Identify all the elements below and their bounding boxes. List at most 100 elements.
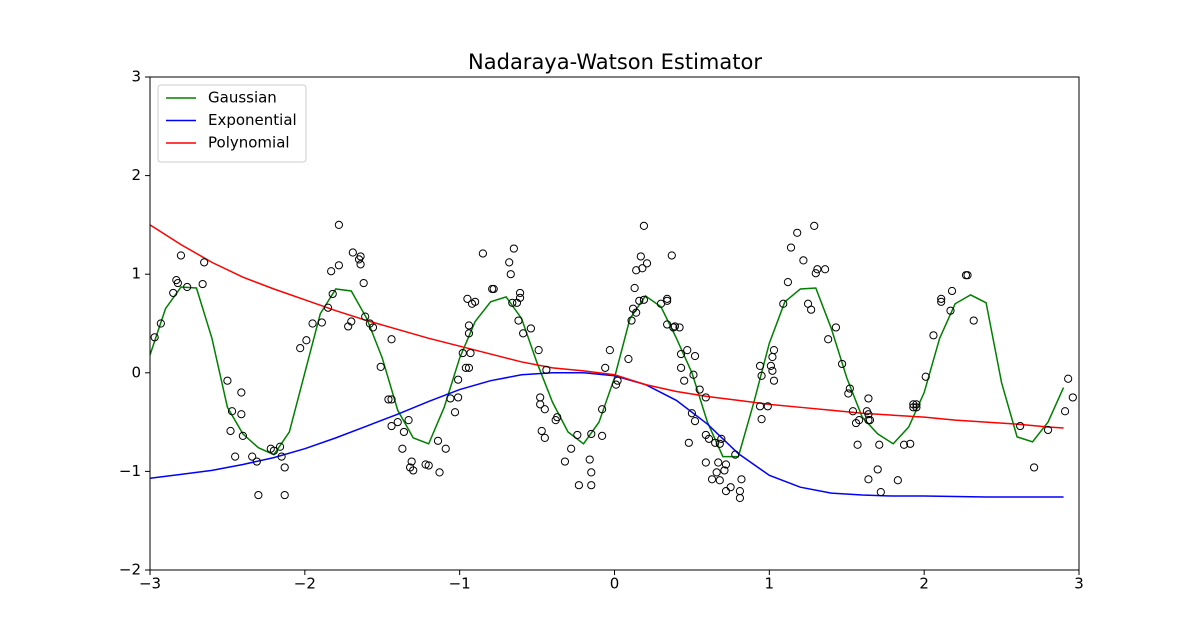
scatter-point [893, 476, 902, 485]
scatter-point [1068, 393, 1077, 402]
scatter-point [471, 297, 480, 306]
scatter-point [721, 460, 731, 469]
scatter-point [963, 271, 972, 280]
chart-title: Nadaraya-Watson Estimator [468, 50, 762, 74]
scatter-point [478, 249, 487, 258]
scatter-point [811, 269, 820, 278]
y-tick-label: 0 [131, 363, 141, 381]
scatter-point [450, 408, 460, 417]
scatter-point [929, 331, 938, 340]
scatter-point [755, 361, 765, 370]
scatter-point [864, 475, 873, 484]
scatter-point [639, 221, 649, 230]
scatter-point [302, 336, 311, 345]
scatter-point [461, 363, 470, 372]
scatter-point [515, 288, 525, 298]
scatter-point [156, 319, 165, 328]
scatter-point [946, 306, 955, 315]
legend-label: Polynomial [208, 134, 290, 152]
scatter-point [200, 258, 209, 267]
scatter-point [813, 265, 822, 274]
scatter-point [454, 393, 463, 402]
scatter-point [864, 394, 873, 403]
scatter-point [519, 329, 528, 338]
scatter-point [463, 294, 472, 303]
scatter-point [912, 400, 921, 409]
scatter-point [769, 346, 779, 355]
scatter-point [296, 344, 305, 353]
scatter-point [361, 312, 370, 321]
scatter-point [540, 405, 549, 414]
scatter-point [1016, 421, 1025, 431]
scatter-point [707, 475, 717, 484]
scatter-point [238, 431, 247, 441]
x-tick-label: 0 [610, 575, 620, 593]
scatter-point [223, 376, 232, 385]
scatter-point [409, 466, 418, 475]
scatter-point [779, 299, 788, 308]
scatter-point [636, 252, 645, 261]
plot-area [150, 220, 1077, 503]
scatter-point [376, 362, 385, 371]
scatter-point [237, 388, 246, 397]
scatter-point [509, 244, 518, 253]
scatter-point [715, 476, 724, 485]
scatter-point [252, 457, 261, 466]
scatter-point [601, 363, 610, 372]
scatter-point [585, 455, 594, 464]
scatter-point [323, 303, 333, 312]
scatter-point [735, 493, 745, 503]
scatter-point [912, 403, 921, 412]
scatter-point [317, 318, 326, 327]
scatter-point [937, 294, 946, 303]
plot-frame [149, 76, 1080, 571]
scatter-point [717, 434, 726, 443]
scatter-point [642, 259, 652, 268]
scatter-point [639, 295, 649, 304]
scatter-point [526, 324, 535, 333]
scatter-point [630, 283, 639, 293]
scatter-point [611, 380, 621, 389]
scatter-point [731, 450, 740, 459]
scatter-point [670, 322, 679, 331]
scatter-point [873, 465, 882, 474]
scatter-point [683, 346, 692, 355]
scatter-point [514, 316, 523, 325]
scatter-point [387, 395, 396, 404]
scatter-point [348, 248, 357, 257]
scatter-point [387, 335, 396, 344]
scatter-point [853, 440, 862, 449]
scatter-point [560, 457, 570, 466]
scatter-point [334, 220, 343, 229]
scatter-point [574, 481, 583, 490]
scatter-point [675, 323, 684, 332]
legend-label: Exponential [208, 111, 297, 129]
scatter-point [404, 416, 413, 425]
y-tick-label: −2 [119, 561, 141, 579]
x-tick-label: 2 [919, 575, 929, 593]
scatter-point [844, 389, 853, 398]
scatter-point [458, 348, 467, 358]
scatter-point [587, 429, 596, 439]
scatter-point [277, 452, 286, 461]
scatter-point [567, 444, 576, 453]
scatter-point [824, 335, 833, 344]
scatter-point [1029, 463, 1039, 472]
scatter-point [454, 375, 463, 384]
scatter-point [768, 366, 777, 375]
scatter-point [704, 434, 714, 443]
scatter-point [799, 256, 808, 265]
x-tick-label: −3 [139, 575, 161, 593]
scatter-point [947, 286, 957, 296]
scatter-point [690, 417, 700, 426]
scatter-point [627, 316, 636, 325]
scatter-point [635, 296, 644, 305]
legend-label: Gaussian [208, 89, 277, 107]
scatter-point [347, 317, 356, 326]
scatter-point [587, 481, 596, 490]
scatter-point [786, 243, 796, 252]
scatter-point [598, 405, 607, 414]
scatter-point [969, 316, 978, 325]
scatter-point [308, 319, 317, 328]
